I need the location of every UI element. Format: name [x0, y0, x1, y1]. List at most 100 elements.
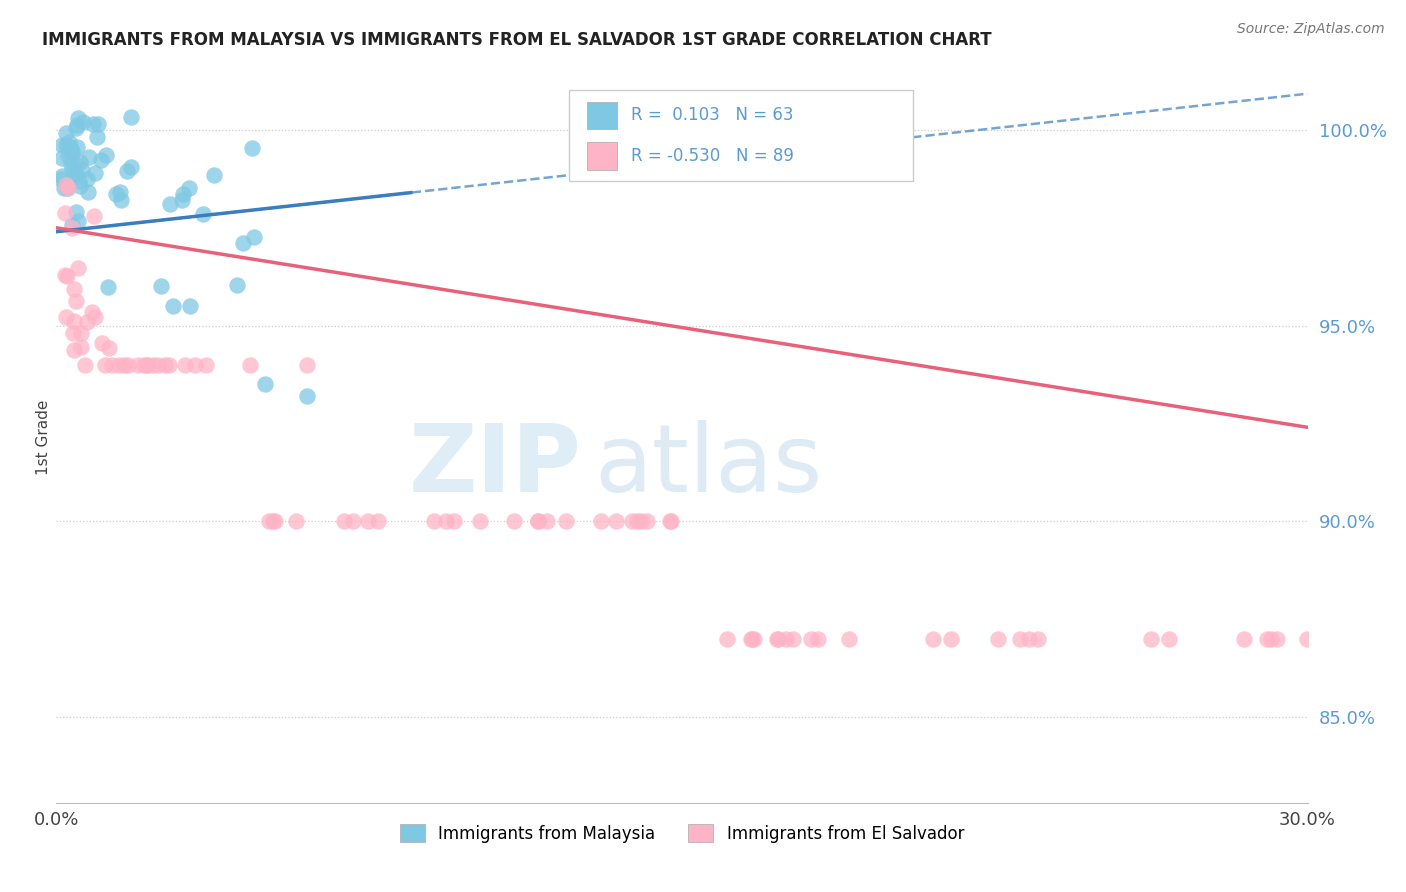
- Point: [69, 155, 91, 169]
- Point: [232, 236, 254, 251]
- Point: [630, 514, 652, 528]
- Point: [136, 358, 159, 372]
- Point: [367, 514, 389, 528]
- Point: [716, 632, 738, 646]
- Point: [1028, 632, 1050, 646]
- Point: [65, 167, 87, 181]
- Point: [184, 358, 207, 372]
- Point: [56, 181, 79, 195]
- Text: R =  0.103   N = 63: R = 0.103 N = 63: [631, 106, 793, 124]
- Text: Source: ZipAtlas.com: Source: ZipAtlas.com: [1237, 22, 1385, 37]
- Point: [238, 358, 260, 372]
- Point: [536, 514, 558, 528]
- Point: [62, 326, 84, 340]
- Point: [589, 514, 612, 528]
- Point: [63, 282, 86, 296]
- Point: [134, 358, 156, 372]
- Point: [1018, 632, 1040, 646]
- Point: [53, 181, 76, 195]
- Point: [162, 299, 184, 313]
- Point: [51, 151, 73, 165]
- Point: [782, 632, 804, 646]
- Point: [58, 136, 80, 150]
- Point: [76, 315, 98, 329]
- Point: [554, 514, 576, 528]
- Point: [193, 207, 215, 221]
- Point: [434, 514, 457, 528]
- Point: [264, 514, 287, 528]
- Legend: Immigrants from Malaysia, Immigrants from El Salvador: Immigrants from Malaysia, Immigrants fro…: [392, 818, 972, 849]
- Point: [179, 299, 201, 313]
- Text: ZIP: ZIP: [409, 420, 582, 512]
- Point: [202, 168, 225, 182]
- Point: [527, 514, 550, 528]
- Point: [1260, 632, 1282, 646]
- Point: [55, 310, 77, 324]
- Point: [108, 358, 131, 372]
- Point: [242, 229, 264, 244]
- FancyBboxPatch shape: [586, 142, 617, 169]
- Point: [66, 214, 89, 228]
- Point: [97, 280, 120, 294]
- Point: [807, 632, 830, 646]
- Point: [766, 632, 789, 646]
- Point: [67, 174, 90, 188]
- Point: [775, 632, 797, 646]
- Point: [51, 138, 73, 153]
- FancyBboxPatch shape: [586, 102, 617, 129]
- Point: [939, 632, 962, 646]
- Point: [1267, 632, 1289, 646]
- Point: [194, 358, 217, 372]
- Point: [149, 279, 172, 293]
- Point: [173, 358, 195, 372]
- Point: [53, 268, 76, 282]
- Point: [69, 178, 91, 193]
- Point: [60, 218, 83, 232]
- Point: [987, 632, 1010, 646]
- Point: [117, 163, 139, 178]
- Point: [110, 194, 132, 208]
- Point: [82, 118, 104, 132]
- Point: [94, 148, 117, 162]
- Point: [120, 110, 142, 124]
- Point: [800, 632, 823, 646]
- Point: [62, 162, 84, 177]
- Point: [65, 205, 87, 219]
- Text: R = -0.530   N = 89: R = -0.530 N = 89: [631, 146, 793, 164]
- Point: [77, 150, 100, 164]
- Point: [65, 120, 87, 135]
- Point: [257, 514, 280, 528]
- Point: [60, 157, 83, 171]
- Point: [60, 220, 83, 235]
- Point: [62, 343, 84, 358]
- Point: [142, 358, 165, 372]
- Y-axis label: 1st Grade: 1st Grade: [35, 400, 51, 475]
- Point: [105, 186, 128, 201]
- Point: [740, 632, 762, 646]
- Point: [262, 514, 284, 528]
- Point: [179, 181, 201, 195]
- Point: [67, 261, 90, 276]
- Point: [66, 139, 89, 153]
- Point: [838, 632, 860, 646]
- Point: [100, 358, 122, 372]
- Point: [65, 156, 87, 170]
- Point: [658, 514, 681, 528]
- Point: [468, 514, 491, 528]
- Point: [63, 166, 86, 180]
- Point: [76, 171, 98, 186]
- Point: [69, 340, 91, 354]
- Point: [77, 186, 100, 200]
- Point: [84, 310, 107, 324]
- Point: [70, 163, 93, 178]
- Point: [333, 514, 356, 528]
- Point: [620, 514, 643, 528]
- Point: [146, 358, 169, 372]
- Point: [744, 632, 766, 646]
- Point: [136, 358, 159, 372]
- Point: [56, 181, 79, 195]
- Point: [636, 514, 658, 528]
- Point: [357, 514, 380, 528]
- Point: [56, 268, 79, 283]
- Point: [66, 119, 89, 133]
